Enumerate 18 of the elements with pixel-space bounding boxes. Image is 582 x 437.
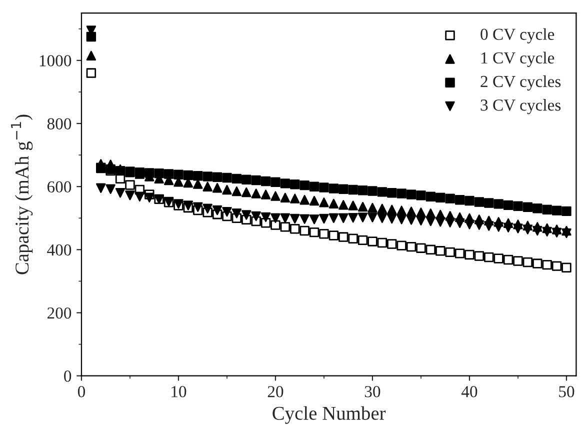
legend-label: 3 CV cycles <box>480 99 561 114</box>
legend-label: 0 CV cycle <box>480 28 554 44</box>
legend-label: 2 CV cycles <box>480 75 561 91</box>
y-tick-label: 0 <box>64 370 72 382</box>
y-tick-label: 600 <box>47 181 72 193</box>
y-tick-label: 400 <box>47 244 72 256</box>
x-tick-label: 50 <box>559 386 574 398</box>
x-tick-label: 0 <box>78 386 86 398</box>
x-tick-label: 40 <box>461 386 478 398</box>
legend-label: 1 CV cycle <box>481 52 554 67</box>
y-tick-label: 200 <box>47 307 72 319</box>
y-axis-title: Capacity (mAh g$^{−1}$) <box>11 114 33 274</box>
y-tick-label: 800 <box>47 118 72 130</box>
x-tick-label: 10 <box>172 386 186 398</box>
x-tick-label: 20 <box>268 386 284 398</box>
x-axis-title: Cycle Number <box>272 406 386 424</box>
y-tick-label: 1000 <box>40 55 72 66</box>
x-tick-label: 30 <box>364 386 380 398</box>
